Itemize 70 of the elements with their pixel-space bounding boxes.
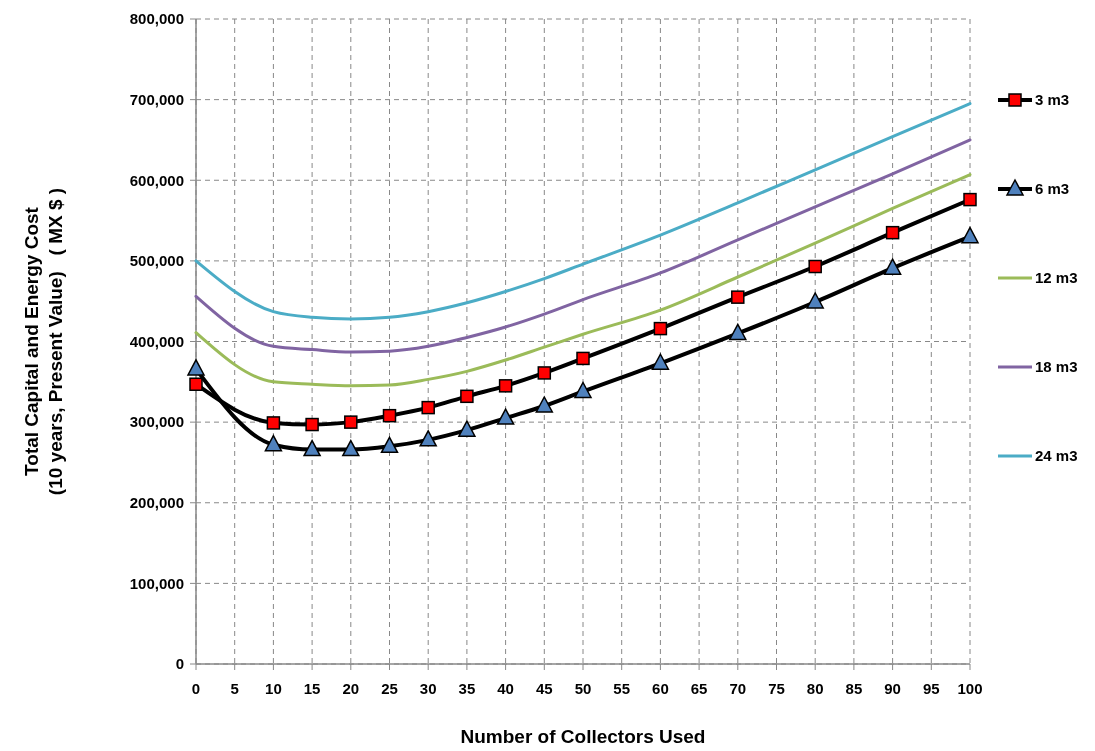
legend-label: 12 m3 bbox=[1035, 269, 1078, 287]
point bbox=[498, 379, 513, 393]
point bbox=[421, 400, 435, 415]
y-tick-label: 400,000 bbox=[129, 332, 184, 350]
y-tick-label: 300,000 bbox=[129, 413, 184, 431]
point bbox=[303, 439, 321, 457]
point bbox=[808, 259, 822, 274]
y-tick-label: 500,000 bbox=[129, 252, 184, 270]
point bbox=[380, 436, 399, 454]
point bbox=[885, 225, 900, 240]
x-tick-label: 20 bbox=[342, 680, 360, 697]
x-tick-label: 70 bbox=[729, 680, 747, 697]
x-tick-label: 80 bbox=[806, 680, 824, 697]
x-tick-label: 5 bbox=[230, 680, 239, 697]
y-tick-label: 600,000 bbox=[129, 171, 184, 189]
point bbox=[535, 396, 554, 413]
point bbox=[189, 377, 203, 391]
point bbox=[496, 408, 515, 425]
x-tick-label: 0 bbox=[191, 680, 201, 697]
x-axis-title: Number of Collectors Used bbox=[460, 726, 706, 747]
y-tick-label: 200,000 bbox=[129, 494, 184, 511]
legend-label: 6 m3 bbox=[1035, 180, 1070, 198]
point bbox=[187, 359, 205, 376]
point bbox=[729, 323, 747, 341]
point bbox=[576, 351, 590, 366]
x-tick-label: 40 bbox=[497, 680, 514, 697]
point bbox=[382, 408, 397, 423]
point bbox=[342, 439, 360, 457]
point bbox=[651, 353, 670, 371]
line-series bbox=[194, 102, 972, 321]
point bbox=[419, 430, 437, 447]
x-tick-label: 35 bbox=[458, 680, 476, 697]
legend-label: 3 m3 bbox=[1035, 91, 1070, 109]
point bbox=[460, 389, 474, 404]
x-tick-label: 60 bbox=[652, 680, 669, 697]
point bbox=[883, 258, 902, 275]
point bbox=[574, 381, 592, 399]
point bbox=[266, 416, 281, 430]
x-tick-label: 55 bbox=[613, 680, 631, 697]
y-tick-label: 700,000 bbox=[129, 90, 184, 108]
x-tick-label: 95 bbox=[922, 680, 940, 697]
x-tick-label: 45 bbox=[535, 680, 553, 697]
x-tick-label: 50 bbox=[574, 680, 592, 697]
legend-label: 24 m3 bbox=[1035, 447, 1078, 465]
x-tick-label: 100 bbox=[957, 680, 983, 697]
legend-label: 18 m3 bbox=[1035, 358, 1078, 376]
point bbox=[653, 321, 668, 336]
point bbox=[731, 290, 745, 304]
point bbox=[344, 415, 358, 429]
point bbox=[264, 434, 283, 452]
line-series bbox=[194, 138, 972, 354]
x-tick-label: 10 bbox=[265, 680, 282, 697]
line-series bbox=[194, 173, 972, 388]
point bbox=[806, 292, 824, 309]
point bbox=[305, 417, 319, 432]
x-tick-label: 65 bbox=[690, 680, 708, 697]
x-tick-label: 75 bbox=[768, 680, 785, 697]
x-tick-label: 30 bbox=[419, 680, 437, 697]
x-tick-label: 25 bbox=[381, 680, 398, 697]
x-tick-label: 90 bbox=[884, 680, 901, 697]
x-tick-label: 85 bbox=[845, 680, 863, 697]
point bbox=[963, 192, 977, 207]
point bbox=[537, 366, 552, 380]
point bbox=[458, 420, 476, 437]
y-axis-title: Total Capital and Energy Cost (10 years, Present Value) ( MX $ ) bbox=[21, 187, 66, 496]
point bbox=[961, 226, 979, 244]
y-tick-label: 0 bbox=[175, 655, 184, 673]
x-tick-label: 15 bbox=[303, 680, 321, 697]
y-tick-label: 100,000 bbox=[129, 574, 184, 592]
y-tick-label: 800,000 bbox=[129, 10, 184, 28]
